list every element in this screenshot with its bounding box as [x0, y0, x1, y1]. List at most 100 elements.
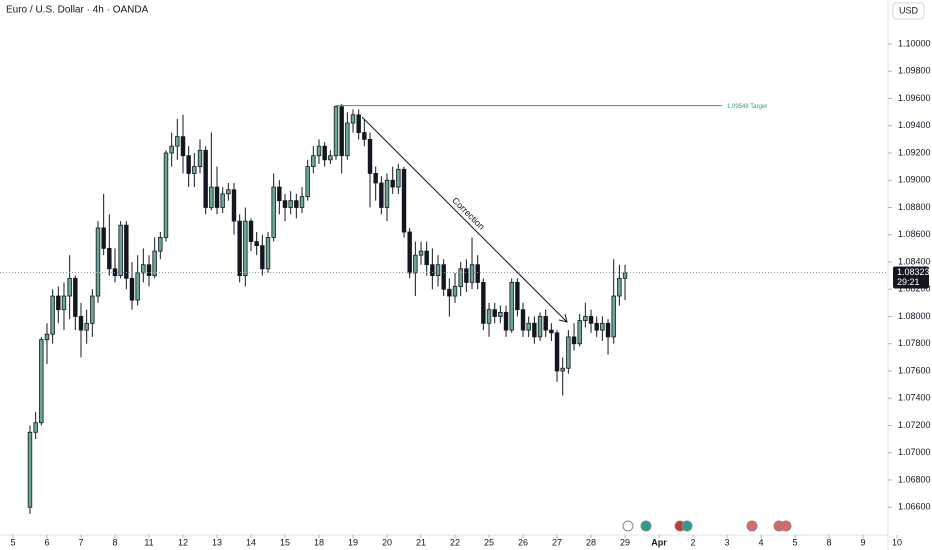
- candle-body: [90, 295, 95, 324]
- candle-body: [50, 295, 55, 335]
- candle-body: [277, 186, 282, 202]
- candle-body: [503, 311, 509, 331]
- x-tick-label: 26: [518, 537, 528, 547]
- event-icon[interactable]: [640, 520, 652, 532]
- candle-body: [288, 200, 293, 208]
- event-icon[interactable]: [780, 520, 792, 532]
- candle-body: [231, 189, 237, 222]
- candle-body: [554, 332, 560, 372]
- candle-body: [209, 186, 214, 208]
- x-tick-label: 14: [246, 537, 256, 547]
- candle-body: [243, 220, 248, 277]
- candle-body: [515, 282, 520, 311]
- x-tick-label: Apr: [651, 537, 667, 547]
- candle-body: [520, 309, 526, 331]
- candle-body: [356, 114, 361, 133]
- candle-body: [260, 245, 265, 270]
- candle-body: [158, 237, 163, 252]
- candle-body: [118, 224, 123, 277]
- event-icon[interactable]: [746, 520, 758, 532]
- x-tick-label: 27: [552, 537, 562, 547]
- countdown-label: 29:21: [897, 277, 920, 287]
- candle-body: [452, 286, 458, 297]
- candle-body: [152, 250, 157, 277]
- candle-body: [214, 186, 220, 208]
- candle-body: [339, 106, 344, 157]
- candle-body: [294, 200, 299, 208]
- candle-body: [509, 282, 514, 331]
- candle-body: [367, 138, 373, 174]
- candle-body: [265, 237, 271, 270]
- currency-label[interactable]: USD: [899, 5, 919, 15]
- candle-body: [146, 264, 152, 277]
- candle-body: [407, 231, 412, 274]
- arrow-head: [558, 313, 568, 323]
- y-tick-label: 1.09800: [898, 66, 931, 76]
- candle-body: [549, 329, 554, 334]
- y-tick-label: 1.09400: [898, 120, 931, 130]
- x-tick-label: 21: [416, 537, 426, 547]
- candle-body: [56, 295, 61, 311]
- candle-body: [67, 277, 72, 297]
- candle-body: [350, 114, 356, 124]
- y-tick-label: 1.07200: [898, 420, 931, 430]
- candle-body: [311, 155, 316, 168]
- candle-body: [282, 200, 288, 208]
- candle-body: [413, 254, 418, 274]
- candle-body: [101, 227, 106, 249]
- candle-body: [186, 155, 191, 174]
- x-tick-label: 8: [112, 537, 117, 547]
- y-tick-label: 1.08600: [898, 229, 931, 239]
- candle-body: [571, 336, 577, 345]
- candle-body: [600, 322, 605, 331]
- x-tick-label: 11: [144, 537, 153, 547]
- candle-body: [362, 132, 367, 140]
- plot: [0, 103, 888, 515]
- candle-body: [135, 272, 140, 301]
- candle-body: [141, 264, 146, 274]
- candle-body: [424, 250, 429, 266]
- candle-body: [328, 155, 333, 161]
- candle-body: [390, 179, 395, 188]
- candle-body: [175, 136, 180, 147]
- candle-body: [44, 333, 50, 341]
- candle-body: [84, 322, 89, 331]
- x-tick-label: 5: [10, 537, 15, 547]
- y-tick-label: 1.10000: [898, 38, 931, 48]
- x-tick-label: 4: [759, 537, 764, 547]
- candle-body: [486, 309, 492, 324]
- candle-body: [299, 196, 305, 208]
- event-icon[interactable]: [622, 520, 634, 532]
- y-tick-label: 1.06600: [898, 502, 931, 512]
- y-tick-label: 1.07800: [898, 338, 931, 348]
- candle-body: [441, 264, 446, 290]
- candle-body: [27, 431, 33, 508]
- x-tick-label: 22: [450, 537, 460, 547]
- y-tick-label: 1.08200: [898, 284, 931, 294]
- currency-button[interactable]: [892, 2, 925, 20]
- candle-body: [305, 166, 310, 197]
- x-tick-label: 28: [586, 537, 596, 547]
- candle-body: [107, 247, 112, 270]
- candle-body: [271, 186, 276, 238]
- y-tick-label: 1.06800: [898, 474, 931, 484]
- candle-body: [33, 422, 38, 433]
- y-tick-label: 1.07400: [898, 393, 931, 403]
- y-tick-label: 1.07600: [898, 365, 931, 375]
- candle-body: [498, 311, 503, 317]
- y-tick-label: 1.07000: [898, 447, 931, 457]
- candle-body: [169, 145, 174, 154]
- x-tick-label: 18: [314, 537, 324, 547]
- candle-body: [543, 316, 548, 331]
- candle-body: [464, 268, 469, 283]
- candle-body: [316, 145, 322, 157]
- candle-body: [384, 179, 390, 208]
- candle-body: [566, 336, 571, 369]
- candle-body: [475, 264, 480, 283]
- candle-body: [418, 250, 424, 256]
- candle-body: [532, 322, 537, 338]
- event-icon[interactable]: [681, 520, 693, 532]
- x-tick-label: 2: [691, 537, 696, 547]
- candle-body: [226, 189, 231, 195]
